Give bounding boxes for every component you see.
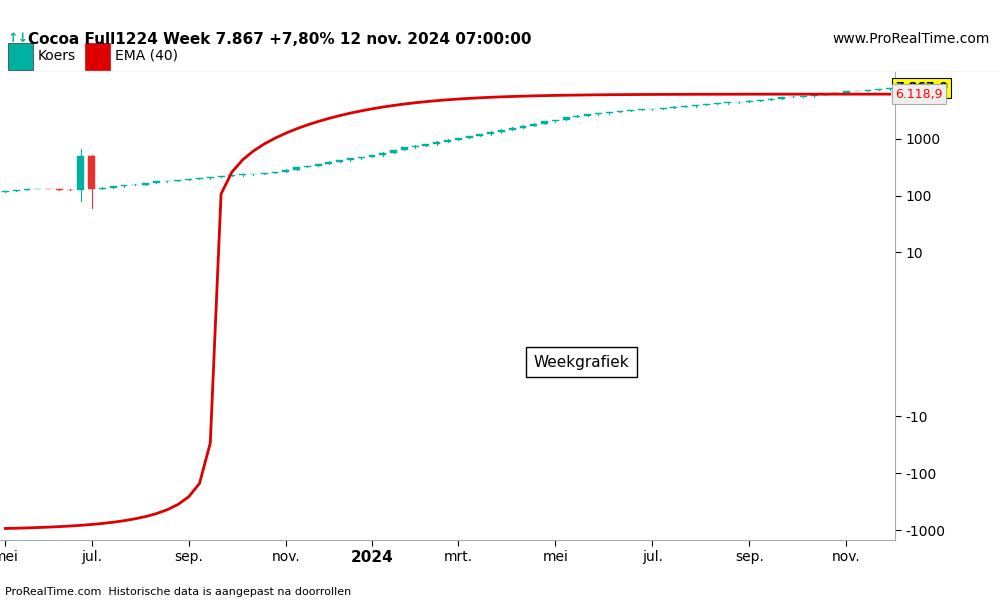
Bar: [627, 110, 634, 111]
Bar: [520, 125, 526, 128]
Bar: [315, 164, 322, 166]
Bar: [422, 144, 429, 146]
Text: Koers: Koers: [38, 49, 76, 62]
Bar: [358, 157, 365, 158]
Bar: [552, 119, 559, 121]
Bar: [573, 116, 580, 117]
Bar: [746, 101, 753, 102]
Bar: [412, 146, 419, 148]
Bar: [843, 91, 850, 92]
Bar: [153, 181, 160, 183]
Bar: [735, 102, 742, 103]
Bar: [865, 90, 871, 91]
Bar: [778, 97, 785, 98]
Bar: [681, 106, 688, 107]
Bar: [401, 148, 408, 150]
Text: Cocoa Full1224 Week 7.867 +7,80% 12 nov. 2024 07:00:00: Cocoa Full1224 Week 7.867 +7,80% 12 nov.…: [28, 31, 532, 46]
Bar: [282, 170, 289, 172]
Bar: [617, 111, 623, 112]
Bar: [638, 109, 645, 110]
Bar: [88, 156, 95, 189]
Bar: [13, 190, 20, 191]
Text: ProRealTime.com  Historische data is aangepast na doorrollen: ProRealTime.com Historische data is aang…: [5, 587, 351, 597]
Bar: [196, 178, 203, 179]
Text: 7.867,0: 7.867,0: [895, 82, 948, 94]
Bar: [218, 176, 225, 178]
Bar: [369, 155, 375, 157]
Bar: [563, 117, 570, 119]
Bar: [875, 89, 882, 90]
Bar: [660, 108, 667, 109]
Text: Weekgrafiek: Weekgrafiek: [534, 355, 630, 370]
FancyBboxPatch shape: [8, 43, 33, 70]
Bar: [703, 104, 710, 105]
Bar: [670, 107, 677, 108]
Bar: [142, 183, 149, 185]
Text: www.ProRealTime.com: www.ProRealTime.com: [833, 32, 990, 46]
Bar: [811, 95, 818, 96]
Bar: [390, 150, 397, 153]
Bar: [444, 140, 451, 142]
Bar: [498, 130, 505, 131]
Bar: [24, 189, 30, 190]
Bar: [304, 166, 311, 167]
Bar: [325, 161, 332, 164]
Bar: [584, 115, 591, 116]
Bar: [433, 142, 440, 144]
Bar: [336, 160, 343, 161]
Bar: [509, 128, 516, 130]
Bar: [379, 153, 386, 155]
FancyBboxPatch shape: [85, 43, 110, 70]
Bar: [595, 113, 602, 115]
Bar: [530, 124, 537, 125]
Bar: [250, 173, 257, 174]
Bar: [347, 158, 354, 160]
Bar: [174, 180, 181, 181]
Bar: [768, 98, 774, 100]
Text: 6.118,9: 6.118,9: [895, 88, 942, 101]
Bar: [272, 172, 278, 173]
Bar: [886, 88, 893, 89]
Bar: [455, 138, 462, 140]
Bar: [832, 92, 839, 94]
Bar: [185, 179, 192, 180]
Bar: [77, 156, 84, 190]
Bar: [293, 167, 300, 170]
Bar: [110, 187, 117, 188]
Bar: [821, 94, 828, 95]
Bar: [541, 121, 548, 124]
Text: EMA (40): EMA (40): [115, 49, 178, 62]
Bar: [757, 100, 764, 101]
Bar: [487, 131, 494, 134]
Bar: [239, 174, 246, 175]
Bar: [714, 103, 721, 104]
Bar: [228, 175, 235, 176]
Bar: [606, 112, 613, 113]
Bar: [99, 188, 106, 189]
Bar: [692, 105, 699, 106]
Bar: [466, 136, 473, 138]
Text: ↑↓: ↑↓: [8, 32, 29, 46]
Bar: [476, 134, 483, 136]
Bar: [121, 185, 127, 187]
